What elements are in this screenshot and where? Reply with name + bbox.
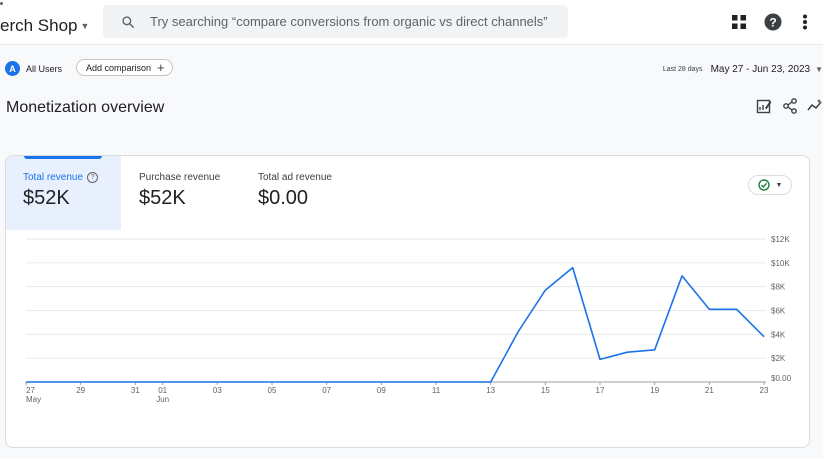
y-tick-label: $12K: [771, 235, 790, 244]
y-tick-label: $0.00: [771, 374, 792, 383]
x-tick-sublabel: May: [26, 395, 41, 404]
chevron-down-icon: ▼: [80, 21, 90, 31]
x-tick-label: 17: [596, 386, 605, 395]
x-tick-label: 09: [377, 386, 386, 395]
x-tick-label: 29: [76, 386, 85, 395]
segment-badge: A: [5, 61, 20, 76]
metric-value: $52K: [139, 187, 186, 209]
search-bar[interactable]: [103, 5, 568, 38]
search-input[interactable]: [148, 13, 552, 30]
series-line: [26, 266, 765, 383]
chevron-down-icon: ▼: [775, 181, 783, 189]
add-comparison-label: Add comparison: [86, 62, 152, 73]
filter-bar: A All Users Add comparison + Last 28 days…: [0, 56, 823, 82]
x-tick-label: 07: [322, 386, 331, 395]
metric-tab-total-revenue[interactable]: Total revenue? $52K: [6, 156, 121, 230]
x-tick-label: 23: [760, 386, 769, 395]
date-range-value: May 27 - Jun 23, 2023: [710, 64, 811, 75]
check-circle-icon: [757, 179, 770, 191]
share-icon[interactable]: [782, 98, 798, 114]
metric-label: Total revenue?: [23, 172, 99, 183]
x-tick-label: 19: [650, 386, 659, 395]
search-icon: [122, 15, 135, 28]
y-tick-label: $8K: [771, 283, 786, 292]
property-name: erch Shop: [0, 16, 78, 35]
metric-tab-total-ad-revenue[interactable]: Total ad revenue $0.00: [241, 156, 371, 230]
x-tick-label: 03: [213, 386, 222, 395]
plus-icon: +: [157, 59, 165, 75]
date-range-label: Last 28 days: [662, 66, 703, 73]
y-tick-label: $2K: [771, 354, 786, 363]
apps-grid-icon[interactable]: [729, 12, 749, 32]
help-outline-icon[interactable]: ?: [87, 172, 99, 183]
x-tick-label: 01: [158, 386, 167, 395]
page-title: Monetization overview: [6, 99, 165, 116]
chart-gridlines: [26, 238, 766, 383]
app-switcher-dot: [0, 2, 3, 5]
x-tick-sublabel: Jun: [156, 395, 169, 404]
add-comparison-button[interactable]: Add comparison +: [76, 59, 173, 76]
segment-chip[interactable]: A All Users: [5, 60, 62, 77]
metric-value: $0.00: [258, 187, 309, 209]
x-tick-label: 27: [26, 386, 35, 395]
edit-report-icon[interactable]: [756, 98, 772, 114]
data-quality-button[interactable]: ▼: [748, 175, 792, 195]
chevron-down-icon: ▼: [815, 65, 823, 74]
x-tick-label: 13: [486, 386, 495, 395]
y-axis-labels: $0.00 $2K $4K $6K $8K $10K $12K: [771, 235, 792, 383]
svg-text:?: ?: [769, 16, 776, 30]
x-tick-label: 11: [432, 386, 441, 395]
insights-icon[interactable]: [807, 98, 823, 114]
selected-indicator: [24, 156, 102, 159]
chart-series: [26, 266, 765, 383]
x-tick-label: 15: [541, 386, 550, 395]
help-icon[interactable]: ?: [763, 12, 783, 32]
top-bar: erch Shop▼ ?: [0, 0, 823, 45]
date-range-picker[interactable]: Last 28 days May 27 - Jun 23, 2023 ▼: [663, 64, 823, 75]
more-vert-icon[interactable]: [795, 12, 815, 32]
y-tick-label: $4K: [771, 330, 786, 339]
x-tick-label: 31: [131, 386, 140, 395]
metric-value: $52K: [23, 187, 70, 209]
metric-label: Total ad revenue: [258, 172, 332, 183]
property-selector[interactable]: erch Shop ▼: [0, 16, 89, 36]
metric-tab-purchase-revenue[interactable]: Purchase revenue $52K: [121, 156, 241, 230]
metric-label-text: Total revenue: [23, 172, 84, 183]
x-tick-label: 21: [705, 386, 714, 395]
x-tick-label: 05: [268, 386, 277, 395]
y-tick-label: $6K: [771, 307, 786, 316]
y-tick-label: $10K: [771, 259, 790, 268]
segment-label: All Users: [26, 63, 63, 74]
revenue-card: Total revenue? $52K Purchase revenue $52…: [5, 155, 810, 448]
metric-label: Purchase revenue: [139, 172, 221, 183]
